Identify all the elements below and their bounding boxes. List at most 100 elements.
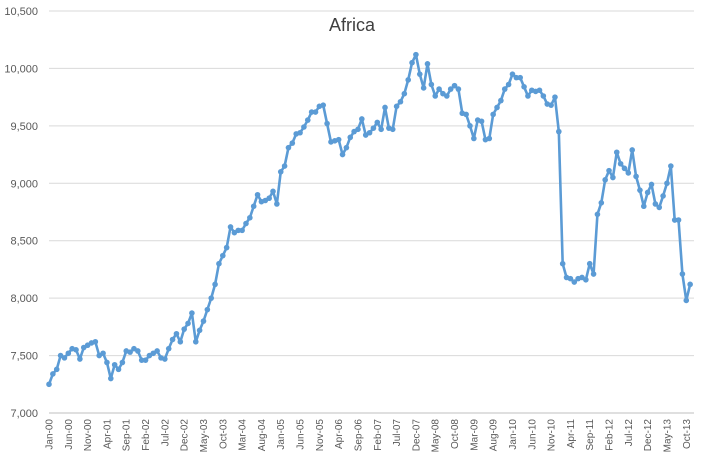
data-point — [250, 203, 257, 210]
data-point — [274, 201, 280, 207]
x-tick-label: Jan-10 — [508, 419, 519, 450]
data-point — [471, 135, 477, 142]
data-point — [637, 187, 643, 193]
y-tick-label: 7,500 — [10, 351, 38, 363]
gridlines — [49, 10, 694, 357]
data-point — [478, 118, 485, 125]
data-point — [277, 169, 284, 175]
data-point — [571, 279, 578, 285]
data-point — [247, 214, 253, 221]
data-point — [359, 116, 365, 122]
x-tick-label: Sep-11 — [585, 419, 596, 451]
data-point — [389, 126, 396, 133]
series-line-africa — [47, 53, 692, 385]
data-point — [142, 357, 149, 363]
data-point — [127, 349, 133, 355]
data-point — [610, 174, 616, 181]
y-tick-label: 8,500 — [10, 236, 38, 248]
data-point — [111, 361, 118, 368]
data-point — [119, 359, 126, 366]
data-point — [324, 120, 330, 127]
x-tick-label: Apr-11 — [566, 419, 577, 449]
data-point — [162, 356, 168, 362]
data-point — [289, 140, 296, 146]
data-point — [540, 93, 547, 99]
data-point — [335, 136, 342, 143]
data-point — [455, 86, 462, 92]
data-point — [239, 227, 245, 234]
data-point — [223, 244, 230, 251]
data-point — [463, 111, 469, 118]
y-tick-label: 9,500 — [10, 121, 38, 133]
x-tick-label: Jul-07 — [392, 419, 403, 447]
data-point — [192, 338, 199, 345]
data-point — [586, 260, 593, 267]
data-point — [270, 188, 276, 195]
data-point — [401, 90, 408, 97]
data-point — [216, 260, 222, 267]
data-point — [173, 330, 180, 337]
x-tick-label: Feb-02 — [141, 419, 152, 451]
data-point — [370, 125, 377, 131]
x-tick-label: May-13 — [662, 419, 673, 453]
x-tick-label: Dec-02 — [180, 419, 191, 452]
x-tick-label: Dec-12 — [643, 419, 654, 452]
data-point — [640, 203, 647, 210]
data-point — [73, 347, 79, 353]
data-point — [312, 109, 319, 115]
data-point — [648, 181, 655, 188]
data-point — [679, 271, 686, 277]
data-point — [212, 281, 218, 288]
data-point — [436, 86, 442, 92]
x-tick-label: Jan-05 — [276, 419, 287, 450]
data-point — [625, 170, 632, 176]
data-point — [165, 345, 172, 352]
data-point — [486, 135, 493, 142]
data-point — [200, 318, 207, 324]
data-point — [428, 81, 435, 88]
data-point — [420, 85, 427, 91]
data-point — [220, 252, 226, 259]
data-point — [308, 109, 315, 115]
data-point — [135, 348, 141, 354]
data-point — [451, 82, 458, 89]
data-point — [413, 51, 419, 58]
x-tick-label: Sep-01 — [122, 419, 133, 452]
x-tick-label: Nov-00 — [83, 419, 94, 452]
data-point — [285, 144, 292, 151]
data-point — [297, 129, 303, 136]
data-point — [536, 87, 543, 94]
data-point — [633, 173, 639, 180]
x-tick-label: Jan-00 — [45, 419, 56, 450]
data-point — [104, 359, 110, 366]
data-point — [405, 77, 411, 83]
data-point — [501, 86, 508, 92]
x-tick-label: Oct-08 — [450, 419, 461, 449]
data-points — [46, 51, 693, 388]
data-point — [602, 177, 608, 183]
y-tick-label: 10,500 — [4, 6, 38, 18]
y-tick-label: 8,000 — [10, 293, 38, 305]
data-point — [494, 104, 500, 111]
y-tick-label: 10,000 — [4, 63, 38, 75]
x-tick-label: Mar-04 — [238, 419, 249, 451]
data-point — [347, 134, 354, 141]
data-point — [108, 375, 114, 382]
data-point — [613, 149, 620, 156]
x-tick-label: Jul-12 — [624, 419, 635, 447]
x-tick-label: Sep-06 — [353, 419, 364, 452]
data-point — [154, 348, 160, 354]
data-point — [397, 98, 404, 105]
data-point — [671, 217, 678, 223]
data-point — [664, 180, 670, 187]
x-tick-label: Aug-09 — [489, 419, 500, 452]
data-point — [304, 117, 311, 123]
data-point — [652, 201, 659, 207]
data-point — [432, 93, 439, 99]
data-point — [46, 381, 52, 388]
data-point — [393, 103, 400, 110]
data-point — [590, 271, 597, 277]
chart-title: Africa — [329, 15, 376, 35]
data-point — [382, 104, 388, 111]
x-tick-label: May-08 — [431, 419, 442, 453]
